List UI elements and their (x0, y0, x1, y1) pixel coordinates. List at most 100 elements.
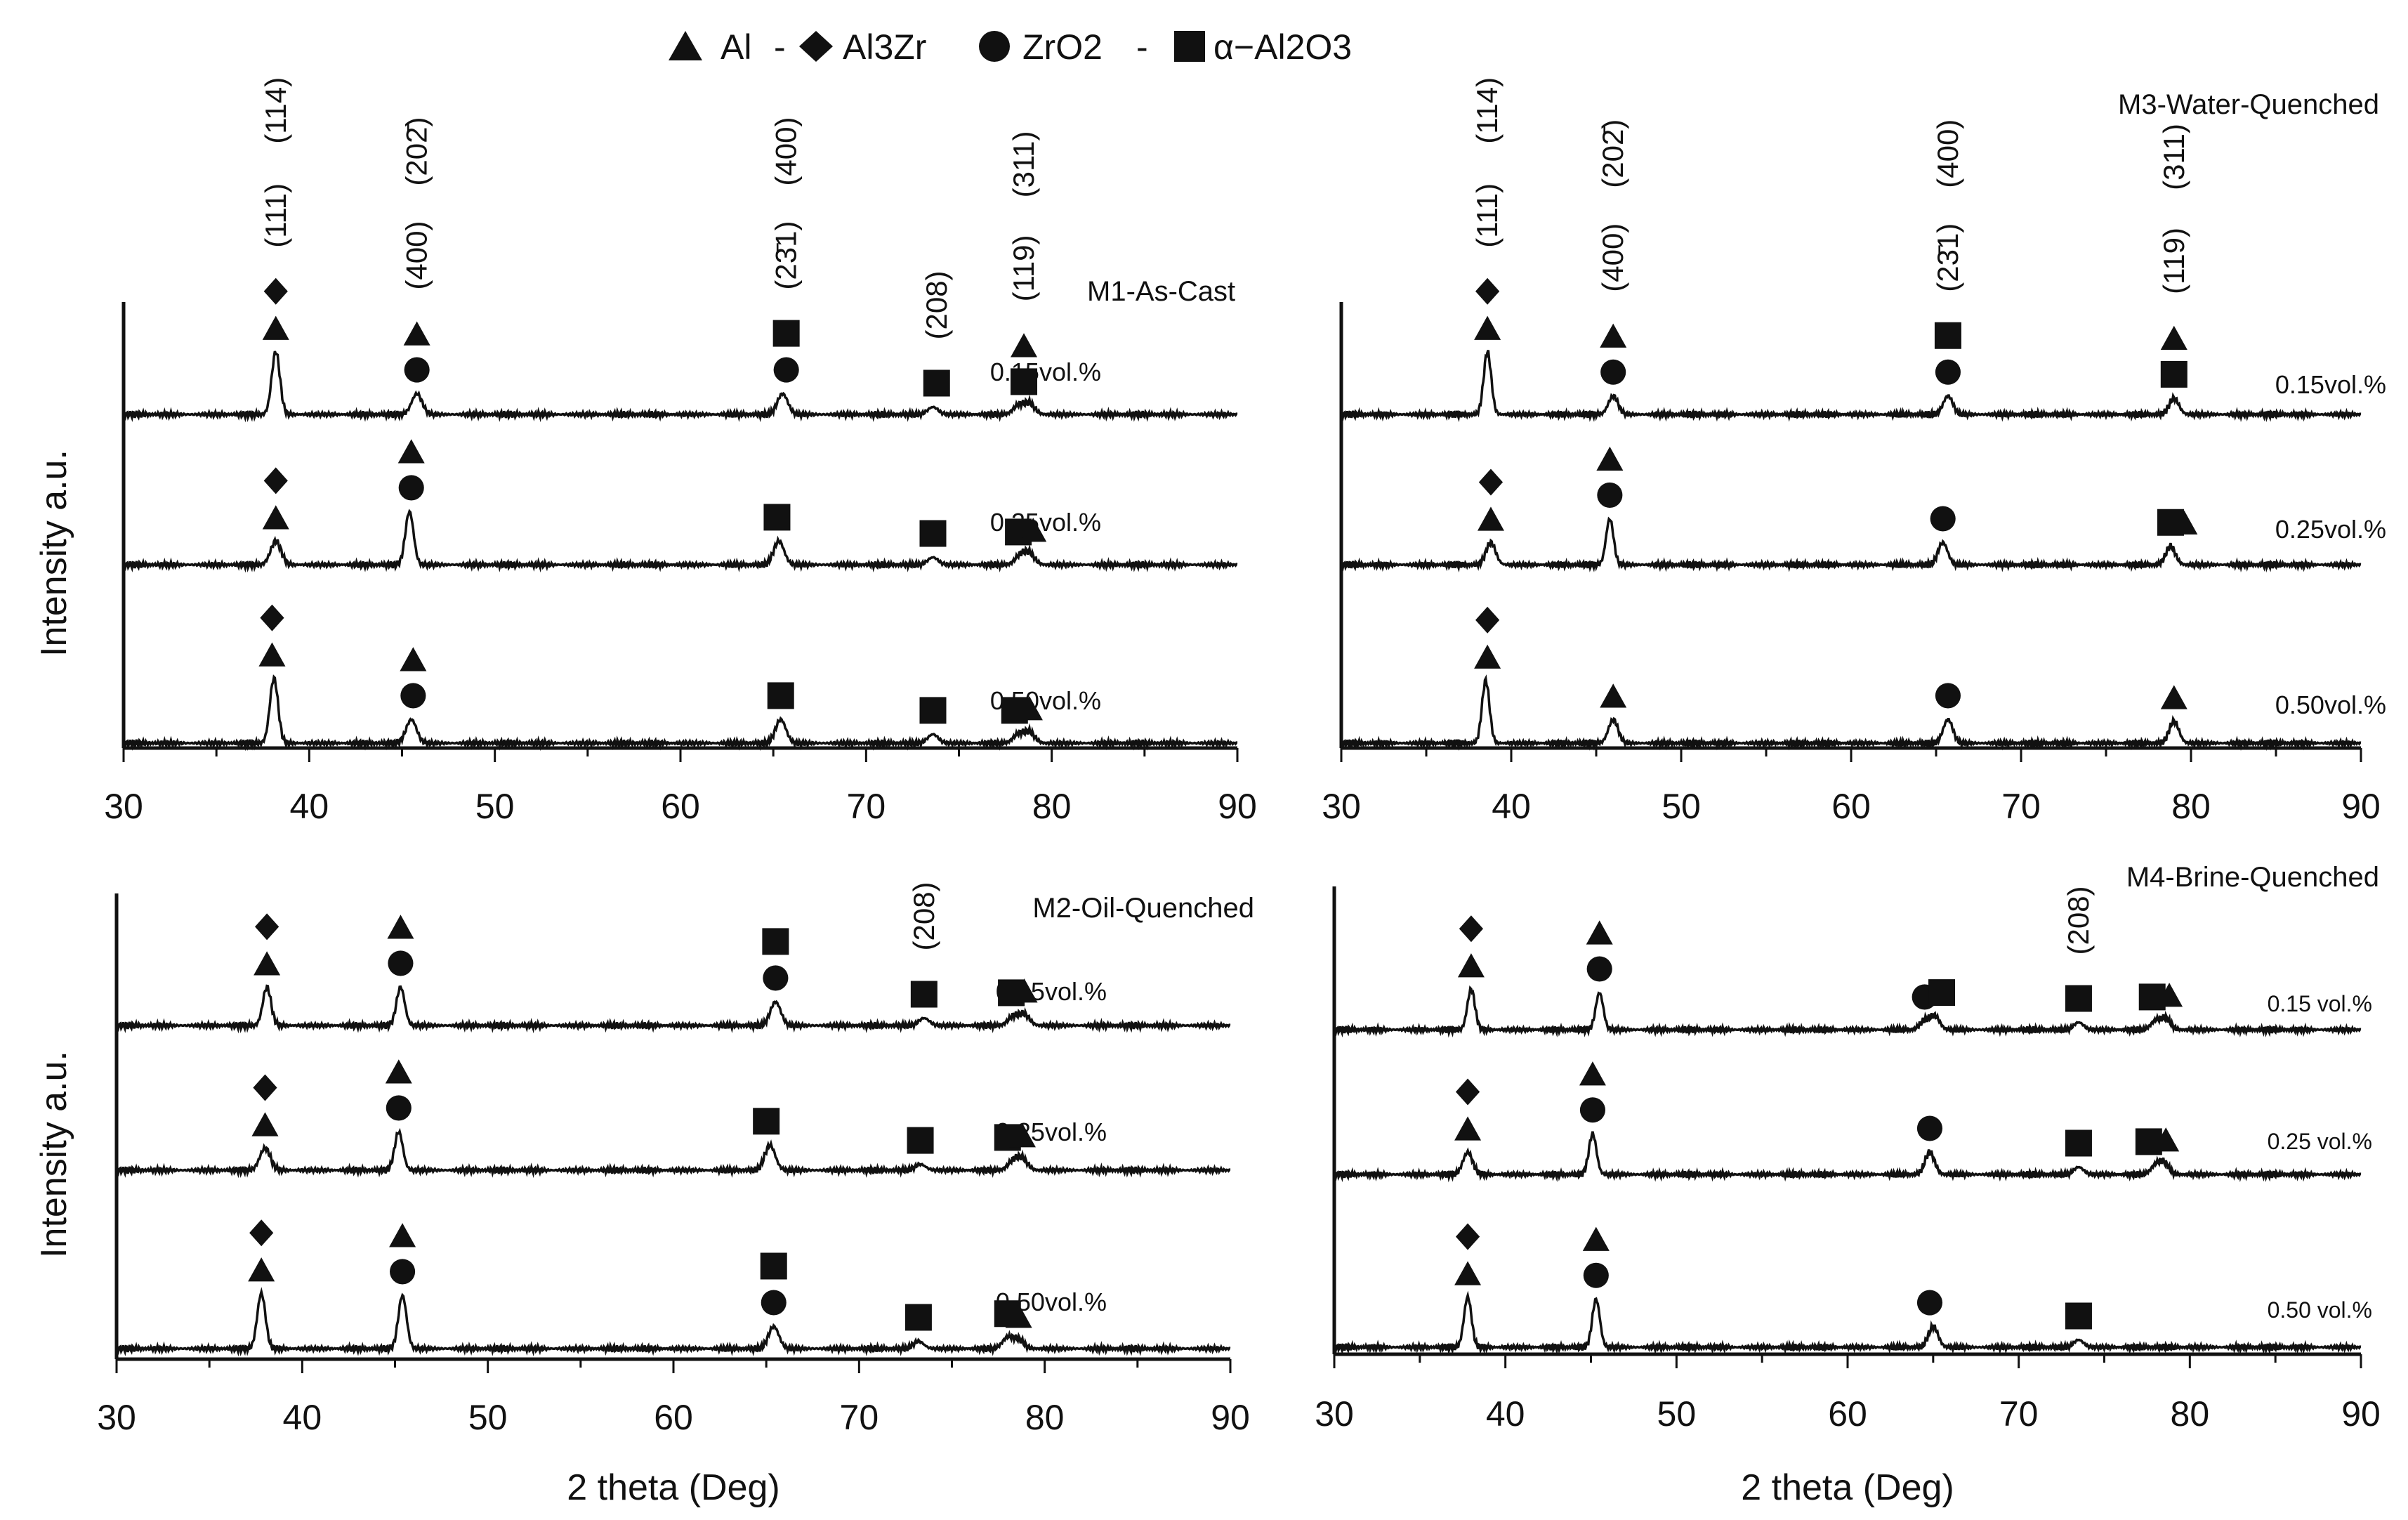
al2o3-square-marker (2065, 1129, 2092, 1157)
al-triangle-marker (1596, 446, 1624, 471)
al-triangle-marker (385, 1059, 412, 1084)
x-tick-label: 50 (468, 1398, 508, 1437)
zro2-circle-marker (1930, 506, 1956, 532)
legend-triangle-marker (669, 31, 702, 60)
xrd-pattern-line (1333, 1131, 2362, 1183)
xrd-pattern-line (122, 509, 1238, 573)
legend-label-al3zr: Al3Zr (843, 27, 926, 67)
zro2-circle-marker (1579, 1097, 1605, 1123)
al2o3-square-marker (2065, 1302, 2092, 1330)
al-triangle-marker (1600, 683, 1627, 708)
al3zr-diamond-marker (255, 913, 279, 941)
miller-index-label: (114) (1471, 77, 1504, 144)
series-label: 0.25vol.% (2275, 515, 2386, 544)
x-tick-label: 40 (283, 1398, 322, 1437)
al2o3-square-marker (1934, 322, 1961, 349)
al2o3-square-marker (919, 520, 947, 547)
al3zr-diamond-marker (253, 1074, 277, 1101)
al-triangle-marker (1008, 1123, 1036, 1148)
xrd-pattern-line (1340, 349, 2362, 423)
miller-index-label: (119) (1007, 235, 1040, 301)
x-axis-label: 2 theta (Deg) (1741, 1467, 1954, 1508)
zro2-circle-marker (390, 1259, 416, 1285)
zro2-circle-marker (404, 357, 430, 383)
al3zr-diamond-marker (1478, 469, 1504, 496)
al-triangle-marker (1582, 1226, 1610, 1251)
series-label: 0.15vol.% (2275, 370, 2386, 399)
al2o3-square-marker (923, 369, 950, 397)
al2o3-square-marker (1928, 979, 1956, 1007)
x-tick-label: 50 (1657, 1394, 1697, 1434)
x-tick-label: 70 (1999, 1394, 2039, 1434)
xrd-pattern-line (115, 984, 1231, 1034)
al-triangle-marker (1011, 333, 1038, 358)
y-axis-label: Intensity a.u. (34, 1051, 74, 1258)
miller-index-label: (111) (1471, 183, 1504, 248)
panel-title: M3-Water-Quenched (2118, 89, 2379, 120)
xrd-panel-3: 30 40 50 60 70 80 90 M2-Oil-Quenched Intensity a… (34, 882, 1254, 1508)
al3zr-diamond-marker (263, 277, 288, 305)
x-tick-label: 80 (2171, 1394, 2210, 1434)
al-triangle-marker (2160, 325, 2187, 350)
zro2-circle-marker (1935, 683, 1961, 709)
zro2-circle-marker (1583, 1262, 1609, 1288)
x-tick-label: 70 (2001, 787, 2041, 826)
xrd-pattern-line (1333, 1290, 2362, 1356)
x-tick-label: 40 (290, 787, 329, 826)
x-tick-label: 60 (661, 787, 700, 826)
miller-index-label: (202̄) (1596, 119, 1629, 188)
zro2-circle-marker (1916, 1115, 1943, 1141)
miller-index-label: (23̄1) (1931, 223, 1964, 292)
zro2-circle-marker (386, 1095, 412, 1121)
al-triangle-marker (387, 915, 414, 939)
al-triangle-marker (400, 647, 427, 671)
al3zr-diamond-marker (1455, 1223, 1480, 1250)
al2o3-square-marker (2065, 985, 2092, 1012)
miller-index-label: (208) (907, 882, 940, 950)
miller-index-label: (400) (770, 117, 803, 186)
al2o3-square-marker (910, 981, 937, 1008)
xrd-panel-2: 30 40 50 60 70 80 90 M3-Water-Quenched 0.15vol.%… (1322, 77, 2386, 826)
series-label: 0.50vol.% (2275, 690, 2386, 719)
al3zr-diamond-marker (263, 467, 288, 494)
x-tick-label: 30 (1315, 1394, 1354, 1434)
x-tick-label: 70 (847, 787, 886, 826)
panel-title: M1-As-Cast (1087, 276, 1235, 307)
al-triangle-marker (1600, 323, 1627, 348)
al-triangle-marker (389, 1223, 416, 1247)
y-axis-label: Intensity a.u. (34, 450, 74, 657)
zro2-circle-marker (398, 475, 424, 501)
miller-index-label: (111) (259, 183, 292, 248)
x-tick-label: 40 (1492, 787, 1531, 826)
al2o3-square-marker (1011, 368, 1038, 395)
x-tick-label: 80 (1032, 787, 1072, 826)
zro2-circle-marker (773, 357, 799, 383)
miller-index-label: (119) (2157, 228, 2190, 294)
zro2-circle-marker (1597, 482, 1623, 508)
series-label: 0.15 vol.% (2268, 991, 2372, 1016)
miller-index-label: (23̄1) (770, 221, 803, 290)
xrd-pattern-line (1333, 985, 2362, 1038)
xrd-panel-4: 30 40 50 60 70 80 90 M4-Brine-Quenched 2 theta (… (1315, 862, 2381, 1508)
miller-index-label: (400) (1931, 119, 1964, 188)
al3zr-diamond-marker (1475, 277, 1500, 305)
al-triangle-marker (397, 439, 425, 464)
xrd-pattern-line (115, 1127, 1231, 1179)
xrd-pattern-line (1340, 674, 2362, 752)
al3zr-diamond-marker (1459, 915, 1484, 943)
xrd-pattern-line (1340, 516, 2362, 573)
al-triangle-marker (403, 321, 430, 346)
al-triangle-marker (1015, 696, 1043, 721)
al2o3-square-marker (2160, 360, 2187, 388)
al-triangle-marker (2156, 983, 2183, 1007)
al3zr-diamond-marker (249, 1219, 274, 1247)
al-triangle-marker (258, 642, 286, 667)
al2o3-square-marker (762, 928, 789, 955)
x-tick-label: 60 (1831, 787, 1871, 826)
x-tick-label: 90 (2341, 1394, 2381, 1434)
miller-index-label: (202̄) (400, 117, 433, 186)
al-triangle-marker (1020, 518, 1047, 542)
miller-index-label: (311) (2157, 124, 2190, 190)
x-tick-label: 90 (1211, 1398, 1250, 1437)
